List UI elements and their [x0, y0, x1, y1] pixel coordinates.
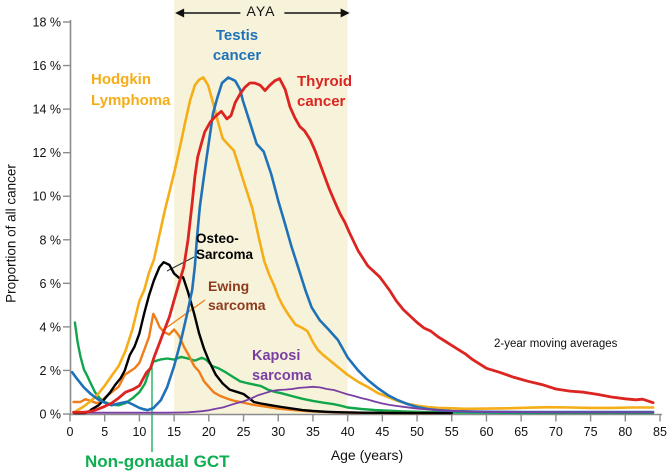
- x-tick-label: 35: [306, 425, 320, 439]
- series-label-line: sarcoma: [252, 368, 312, 384]
- series-label-hodgkin-lymphoma: Hodgkin Lymphoma: [91, 69, 170, 111]
- x-tick-label: 0: [67, 425, 74, 439]
- aya-arrowhead-right-icon: [340, 8, 350, 18]
- series-label-thyroid-cancer: Thyroid cancer: [297, 72, 352, 112]
- x-tick-label: 30: [271, 425, 285, 439]
- ewing-sarcoma-pointer-line: [165, 299, 206, 329]
- x-tick-label: 45: [375, 425, 389, 439]
- series-label-line: Ewing: [208, 278, 250, 294]
- x-tick-label: 65: [514, 425, 528, 439]
- series-label-line: Lymphoma: [91, 92, 171, 109]
- series-line-ewing-sarcoma: [72, 312, 440, 415]
- x-tick-label: 20: [202, 425, 216, 439]
- x-tick-label: 55: [445, 425, 459, 439]
- y-axis-title: Proportion of all cancer: [3, 164, 19, 303]
- series-label-line: Thyroid: [297, 73, 352, 90]
- x-tick-label: 50: [410, 425, 424, 439]
- series-label-non-gonadal-gct: Non-gonadal GCT: [85, 453, 229, 471]
- aya-arrowhead-left-icon: [175, 8, 185, 18]
- series-line-testis-cancer: [70, 76, 655, 414]
- y-tick-label: 12 %: [33, 146, 62, 160]
- series-line-thyroid-cancer: [72, 77, 655, 414]
- y-tick-label: 18 %: [33, 16, 62, 30]
- series-label-testis-cancer: Testis cancer: [197, 26, 277, 66]
- x-axis-title: Age (years): [330, 447, 404, 463]
- series-label-osteosarcoma: Osteo- Sarcoma: [196, 231, 253, 263]
- series-label-line: Non-gonadal GCT: [85, 452, 230, 471]
- series-line-osteo-sarcoma: [72, 261, 453, 415]
- y-tick-label: 2 %: [39, 364, 61, 378]
- series-label-ewing-sarcoma: Ewing sarcoma: [208, 277, 266, 315]
- x-tick-label: 10: [132, 425, 146, 439]
- x-tick-label: 60: [480, 425, 494, 439]
- x-tick-label: 15: [167, 425, 181, 439]
- series-label-line: cancer: [212, 47, 262, 64]
- y-tick-label: 8 %: [39, 233, 61, 247]
- series-label-line: sarcoma: [208, 297, 266, 313]
- y-tick-label: 4 %: [39, 320, 61, 334]
- y-tick-label: 16 %: [33, 59, 62, 73]
- x-tick-label: 40: [341, 425, 355, 439]
- series-label-line: Sarcoma: [196, 247, 254, 262]
- series-label-line: cancer: [297, 93, 346, 110]
- y-tick-label: 0 %: [39, 408, 61, 422]
- y-tick-label: 14 %: [33, 103, 62, 117]
- aya-band-label: AYA: [246, 3, 276, 19]
- series-label-line: Kaposi: [252, 348, 301, 364]
- series-label-kaposi-sarcoma: Kaposi sarcoma: [252, 346, 312, 386]
- x-tick-label: 5: [101, 425, 108, 439]
- series-label-line: Testis: [215, 27, 259, 44]
- x-tick-label: 80: [618, 425, 632, 439]
- moving-averages-note: 2-year moving averages: [494, 338, 618, 350]
- y-tick-label: 10 %: [33, 190, 62, 204]
- series-label-line: Osteo-: [196, 231, 239, 246]
- x-tick-label: 75: [584, 425, 598, 439]
- x-tick-label: 25: [237, 425, 251, 439]
- y-tick-label: 6 %: [39, 277, 61, 291]
- series-label-line: Hodgkin: [91, 71, 151, 88]
- x-tick-label: 70: [549, 425, 563, 439]
- series-line-hodgkin-lymphoma: [74, 76, 655, 413]
- x-tick-label: 85: [653, 425, 667, 439]
- series-line-kaposi-sarcoma: [83, 385, 654, 414]
